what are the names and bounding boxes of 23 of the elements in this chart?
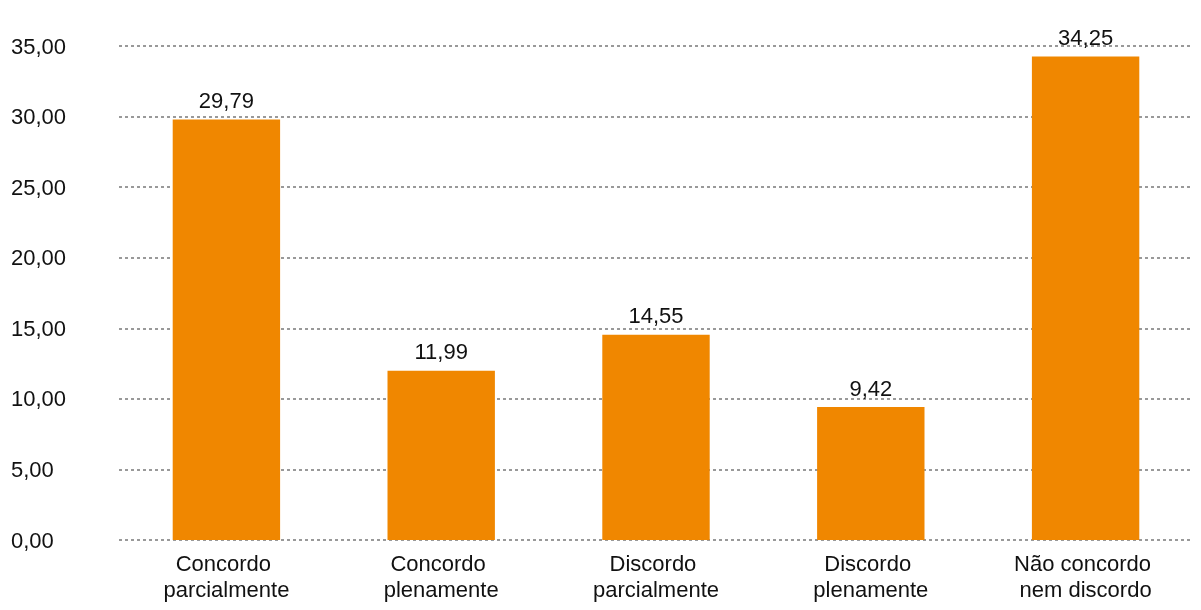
x-tick-label: Discordo parcialmente: [593, 550, 719, 602]
data-label: 14,55: [628, 303, 684, 329]
bar: [172, 119, 281, 540]
y-tick-label: 15,00: [11, 315, 67, 341]
y-tick-label: 35,00: [11, 33, 67, 59]
y-tick-label: 10,00: [11, 386, 67, 412]
y-tick-label: 30,00: [11, 104, 67, 130]
y-tick-label: 5,00: [11, 456, 54, 482]
x-tick-label: Concordo plenamente: [383, 550, 499, 602]
y-tick-label: 25,00: [11, 174, 67, 200]
x-tick-label: Não concordo nem discordo: [1014, 550, 1158, 602]
bar: [1031, 56, 1140, 540]
x-tick-label: Concordo parcialmente: [163, 550, 290, 602]
data-label: 34,25: [1058, 25, 1114, 51]
data-label: 11,99: [414, 339, 468, 365]
data-label: 29,79: [198, 88, 254, 114]
bar: [387, 370, 495, 540]
x-tick-label: Discordo plenamente: [813, 550, 929, 602]
y-tick-label: 20,00: [11, 245, 67, 271]
bar: [602, 334, 710, 540]
bar: [817, 407, 925, 540]
data-label: 9,42: [849, 375, 893, 401]
y-tick-label: 0,00: [11, 527, 54, 553]
